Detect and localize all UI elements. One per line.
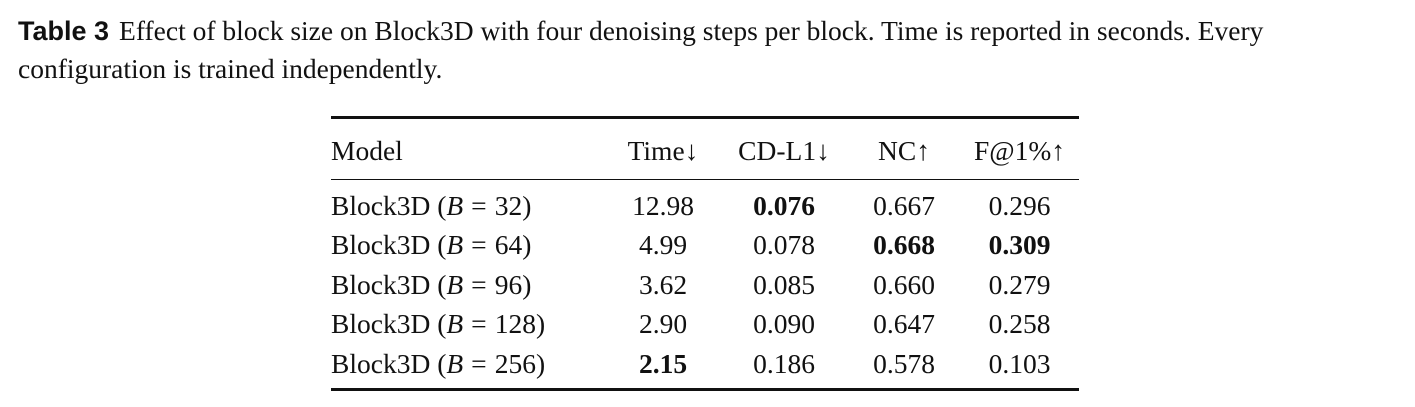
cell-cd-l1: 0.085 <box>753 268 815 300</box>
model-name: Block3D <box>331 268 431 300</box>
table-row: Block3D (B = 64) 4.99 0.078 0.668 0.309 <box>331 226 1079 266</box>
cell-f1: 0.103 <box>960 344 1079 391</box>
model-name: Block3D <box>331 189 431 221</box>
cell-model: Block3D (B = 256) <box>331 344 606 391</box>
cell-time: 12.98 <box>632 189 694 221</box>
caption-label: Table 3 <box>18 16 110 46</box>
block-size-variable: B <box>446 189 464 221</box>
caption-text: Effect of block size on Block3D with fou… <box>18 15 1264 84</box>
block-size-value: 64 <box>494 229 523 261</box>
cell-f1: 0.279 <box>988 268 1051 300</box>
cell-time: 2.15 <box>606 344 720 391</box>
cell-model: Block3D (B = 128) <box>331 308 546 340</box>
block-size-value: 96 <box>494 268 523 300</box>
model-name: Block3D <box>331 347 431 379</box>
cell-nc: 0.667 <box>873 189 935 221</box>
table-caption: Table 3 Effect of block size on Block3D w… <box>18 12 1403 87</box>
table-header-row: Model Time↓ CD-L1↓ NC↑ F@1%↑ <box>331 116 1079 180</box>
cell-nc: 0.578 <box>848 344 960 391</box>
cell-cd-l1: 0.186 <box>720 344 848 391</box>
cell-time: 3.62 <box>638 268 688 300</box>
block-size-variable: B <box>446 308 464 340</box>
table-row: Block3D (B = 32) 12.98 0.076 0.667 0.296 <box>331 180 1079 226</box>
cell-cd-l1: 0.078 <box>753 229 815 261</box>
table-body: Block3D (B = 32) 12.98 0.076 0.667 0.296 Block3… <box>331 180 1079 391</box>
table-row: Block3D (B = 128) 2.90 0.090 0.647 0.258 <box>331 305 1079 345</box>
cell-time: 2.90 <box>638 308 688 340</box>
cell-model: Block3D (B = 64) <box>331 229 532 261</box>
header-model: Model <box>331 116 606 180</box>
header-f1: F@1%↑ <box>960 116 1079 180</box>
block-size-value: 128 <box>494 308 536 340</box>
block-size-value: 256 <box>494 347 536 379</box>
block-size-variable: B <box>446 268 464 300</box>
model-name: Block3D <box>331 308 431 340</box>
cell-cd-l1: 0.090 <box>753 308 815 340</box>
results-table: Model Time↓ CD-L1↓ NC↑ F@1%↑ Block3D (B =… <box>331 116 1079 391</box>
header-nc: NC↑ <box>848 116 960 180</box>
cell-nc: 0.660 <box>873 268 935 300</box>
cell-f1: 0.258 <box>988 308 1051 340</box>
header-time: Time↓ <box>606 116 720 180</box>
cell-time: 4.99 <box>638 229 688 261</box>
block-size-value: 32 <box>494 189 523 221</box>
block-size-variable: B <box>446 229 464 261</box>
table-row: Block3D (B = 256) 2.15 0.186 0.578 0.103 <box>331 344 1079 391</box>
model-name: Block3D <box>331 229 431 261</box>
cell-cd-l1: 0.076 <box>753 189 815 221</box>
cell-f1: 0.309 <box>988 229 1051 261</box>
cell-f1: 0.296 <box>988 189 1051 221</box>
results-table-container: Model Time↓ CD-L1↓ NC↑ F@1%↑ Block3D (B =… <box>331 116 1079 391</box>
table-row: Block3D (B = 96) 3.62 0.085 0.660 0.279 <box>331 265 1079 305</box>
header-cd-l1: CD-L1↓ <box>720 116 848 180</box>
cell-model: Block3D (B = 96) <box>331 268 532 300</box>
cell-nc: 0.668 <box>873 229 935 261</box>
block-size-variable: B <box>446 347 464 379</box>
cell-model: Block3D (B = 32) <box>331 189 532 221</box>
cell-nc: 0.647 <box>873 308 935 340</box>
